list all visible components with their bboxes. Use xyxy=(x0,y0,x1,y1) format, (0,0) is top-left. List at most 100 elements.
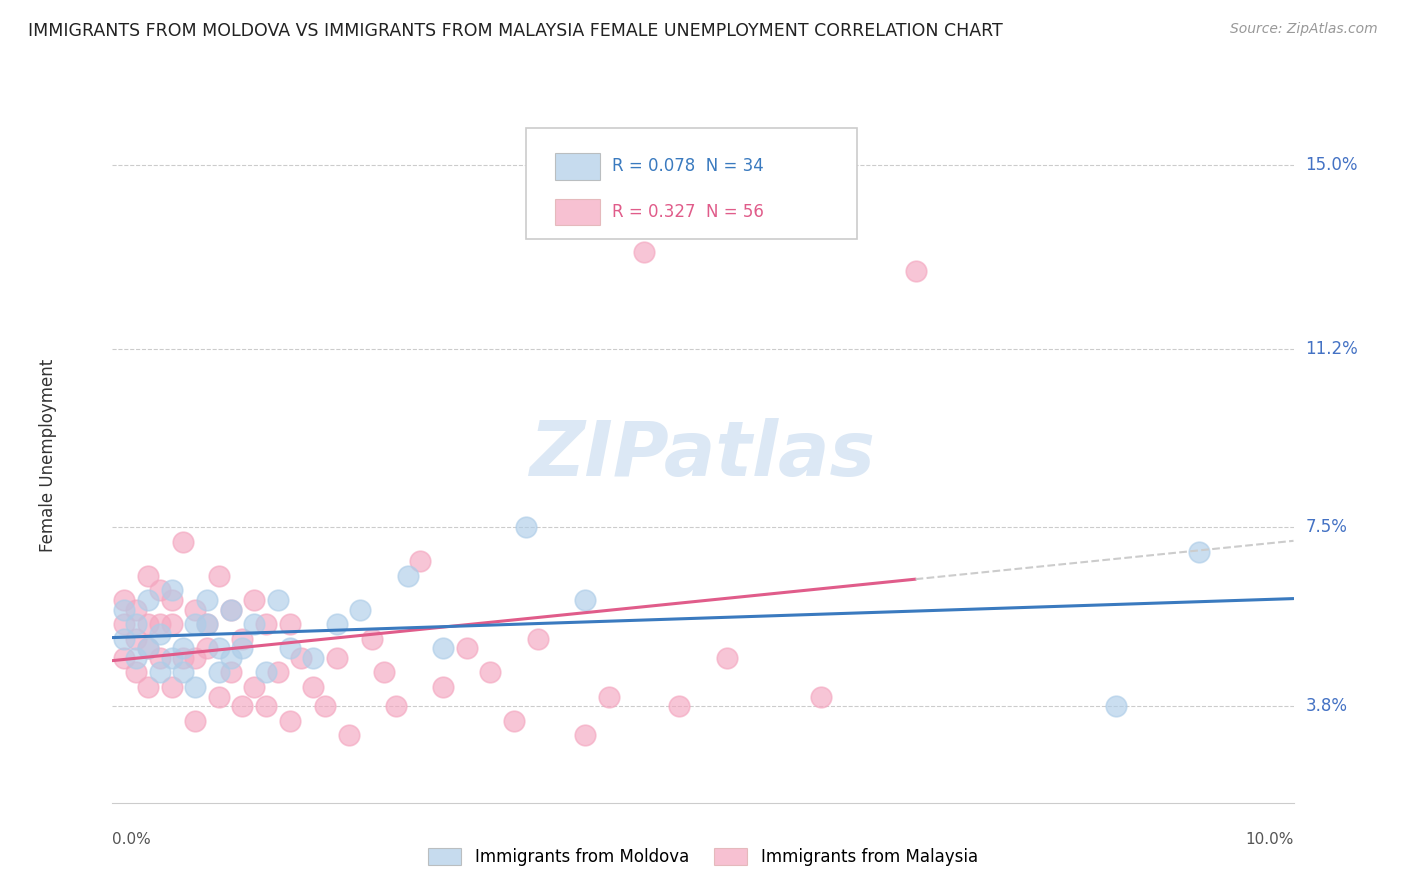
Point xyxy=(149,617,172,632)
Point xyxy=(231,641,253,656)
Point xyxy=(149,665,172,680)
Point xyxy=(716,651,738,665)
Point xyxy=(208,665,231,680)
Point xyxy=(195,617,218,632)
Point xyxy=(184,651,207,665)
Point xyxy=(810,690,832,704)
Point xyxy=(160,617,183,632)
Text: IMMIGRANTS FROM MOLDOVA VS IMMIGRANTS FROM MALAYSIA FEMALE UNEMPLOYMENT CORRELAT: IMMIGRANTS FROM MOLDOVA VS IMMIGRANTS FR… xyxy=(28,22,1002,40)
Point xyxy=(254,665,277,680)
Point xyxy=(574,592,596,607)
Point xyxy=(432,680,454,694)
Text: 7.5%: 7.5% xyxy=(1305,518,1347,536)
Point xyxy=(668,699,690,714)
Point xyxy=(278,617,301,632)
Point xyxy=(326,651,349,665)
Point xyxy=(125,602,148,616)
Point xyxy=(904,264,927,278)
Point xyxy=(526,632,548,646)
Point xyxy=(136,680,159,694)
Point xyxy=(136,592,159,607)
Point xyxy=(136,568,159,582)
Point xyxy=(302,680,325,694)
Point xyxy=(278,714,301,728)
Point xyxy=(373,665,395,680)
Point xyxy=(302,651,325,665)
Point xyxy=(278,641,301,656)
Point xyxy=(112,617,135,632)
Point xyxy=(195,592,218,607)
Bar xyxy=(555,153,600,179)
Point xyxy=(243,617,266,632)
Point xyxy=(515,520,537,534)
Point xyxy=(408,554,430,568)
Text: 0.0%: 0.0% xyxy=(112,831,152,847)
Point xyxy=(574,728,596,742)
Point xyxy=(633,244,655,259)
Point xyxy=(1105,699,1128,714)
Point xyxy=(112,632,135,646)
Text: 11.2%: 11.2% xyxy=(1305,340,1358,358)
Point xyxy=(112,602,135,616)
Point xyxy=(149,583,172,598)
Point xyxy=(160,651,183,665)
Point xyxy=(125,617,148,632)
Point xyxy=(125,665,148,680)
Point xyxy=(112,592,135,607)
Point xyxy=(219,651,242,665)
Point xyxy=(231,699,253,714)
Legend: Immigrants from Moldova, Immigrants from Malaysia: Immigrants from Moldova, Immigrants from… xyxy=(420,839,986,874)
Point xyxy=(219,602,242,616)
Point xyxy=(195,617,218,632)
Point xyxy=(195,641,218,656)
Point xyxy=(267,592,290,607)
Point xyxy=(361,632,384,646)
Point xyxy=(243,680,266,694)
Point xyxy=(432,641,454,656)
Point xyxy=(136,641,159,656)
Point xyxy=(254,617,277,632)
Point xyxy=(326,617,349,632)
Point xyxy=(160,592,183,607)
Point xyxy=(385,699,408,714)
Point xyxy=(208,568,231,582)
FancyBboxPatch shape xyxy=(526,128,856,239)
Point xyxy=(598,690,620,704)
Point xyxy=(184,602,207,616)
Point xyxy=(172,535,194,549)
Point xyxy=(184,680,207,694)
Point xyxy=(314,699,336,714)
Text: 3.8%: 3.8% xyxy=(1305,698,1347,715)
Point xyxy=(160,680,183,694)
Point xyxy=(243,592,266,607)
Point xyxy=(479,665,502,680)
Text: 10.0%: 10.0% xyxy=(1246,831,1294,847)
Point xyxy=(184,714,207,728)
Point xyxy=(208,641,231,656)
Point xyxy=(136,617,159,632)
Point xyxy=(149,626,172,640)
Point xyxy=(456,641,478,656)
Point xyxy=(112,651,135,665)
Point xyxy=(172,641,194,656)
Point xyxy=(184,617,207,632)
Point xyxy=(267,665,290,680)
Point xyxy=(219,665,242,680)
Point xyxy=(337,728,360,742)
Text: Source: ZipAtlas.com: Source: ZipAtlas.com xyxy=(1230,22,1378,37)
Text: Female Unemployment: Female Unemployment xyxy=(38,359,56,551)
Point xyxy=(172,651,194,665)
Point xyxy=(254,699,277,714)
Point xyxy=(1188,544,1211,558)
Text: ZIPatlas: ZIPatlas xyxy=(530,418,876,491)
Point xyxy=(290,651,312,665)
Bar xyxy=(555,199,600,226)
Point xyxy=(125,632,148,646)
Point xyxy=(149,651,172,665)
Point xyxy=(349,602,371,616)
Point xyxy=(219,602,242,616)
Point xyxy=(208,690,231,704)
Point xyxy=(125,651,148,665)
Text: R = 0.327  N = 56: R = 0.327 N = 56 xyxy=(612,203,763,221)
Text: R = 0.078  N = 34: R = 0.078 N = 34 xyxy=(612,157,763,176)
